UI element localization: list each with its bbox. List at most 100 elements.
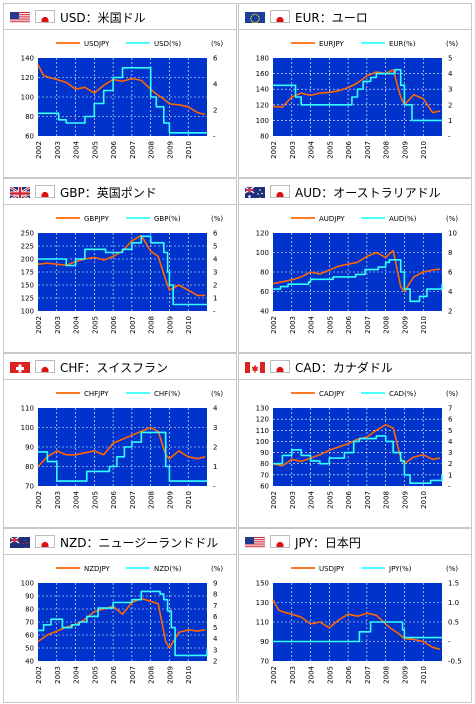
unit-label: (%) xyxy=(211,215,223,223)
x-tick-label: 2007 xyxy=(364,666,372,684)
x-tick-label: 2009 xyxy=(401,491,409,509)
unit-label: (%) xyxy=(211,40,223,48)
us-flag-icon xyxy=(245,537,265,548)
y-right-tick-label: 4 xyxy=(213,81,218,89)
y-right-tick-label: 4 xyxy=(213,635,218,643)
x-tick-label: 2010 xyxy=(420,141,428,159)
y-right-tick-label: 1 xyxy=(448,471,452,479)
y-left-tick-label: 100 xyxy=(21,424,34,432)
y-right-tick-label: 2 xyxy=(213,444,217,452)
y-left-tick-label: 125 xyxy=(21,295,34,303)
y-left-tick-label: 70 xyxy=(260,658,269,666)
legend-label-right: GBP(%) xyxy=(154,215,181,223)
y-right-tick-label: 6 xyxy=(213,230,218,238)
panel-header: USD：米国ドル xyxy=(4,4,236,30)
x-tick-label: 2002 xyxy=(35,141,43,159)
y-left-tick-label: 70 xyxy=(260,471,269,479)
x-tick-label: 2005 xyxy=(91,141,99,159)
y-left-tick-label: 100 xyxy=(21,94,34,102)
panel-header: AUD：オーストラリアドル xyxy=(239,179,471,205)
y-right-tick-label: 7 xyxy=(448,405,452,413)
line-chart: CHFJPY CHF(%) (%) 110 100 90 80 70 4 3 2 1 - 2002 2003… xyxy=(21,390,224,509)
panel-header: EUR：ユーロ xyxy=(239,4,471,30)
y-left-tick-label: 110 xyxy=(256,619,269,627)
line-chart: NZDJPY NZD(%) (%) 100 90 80 70 60 50 40 9 8 7 6 5 4 3 2 20… xyxy=(21,565,224,684)
legend-label-left: NZDJPY xyxy=(84,565,111,573)
series-line-interest-rate xyxy=(273,68,442,122)
x-tick-label: 2009 xyxy=(166,666,174,684)
series-line-interest-rate xyxy=(38,590,208,657)
x-tick-label: 2010 xyxy=(185,141,193,159)
x-tick-label: 2005 xyxy=(326,666,334,684)
y-right-tick-label: 6 xyxy=(213,613,218,621)
y-right-tick-label: 7 xyxy=(213,602,217,610)
y-left-tick-label: 100 xyxy=(256,117,269,125)
y-left-tick-label: 175 xyxy=(21,269,34,277)
japan-flag-icon xyxy=(270,10,290,23)
line-chart: EURJPY EUR(%) (%) 180 160 140 120 100 80 5 4 3 2 1 - 20… xyxy=(256,40,459,159)
y-right-tick-label: 3 xyxy=(213,646,217,654)
us-flag-icon xyxy=(10,10,30,23)
y-left-tick-label: 150 xyxy=(21,282,34,290)
ca-flag-icon xyxy=(245,360,265,373)
x-tick-label: 2006 xyxy=(345,490,353,508)
japan-flag-icon xyxy=(271,15,289,22)
x-tick-label: 2004 xyxy=(73,665,81,683)
y-left-tick-label: 80 xyxy=(260,269,269,277)
y-right-tick-label: 3 xyxy=(448,449,452,457)
eu-flag-icon xyxy=(245,10,265,23)
y-left-tick-label: 140 xyxy=(256,86,269,94)
y-right-tick-label: 3 xyxy=(448,86,452,94)
y-right-tick-label: 2 xyxy=(448,101,452,109)
y-left-tick-label: 80 xyxy=(260,133,269,141)
y-left-tick-label: 80 xyxy=(25,606,34,614)
japan-flag-icon xyxy=(35,360,55,373)
y-left-tick-label: 40 xyxy=(260,308,269,316)
x-tick-label: 2002 xyxy=(270,491,278,509)
y-right-tick-label: 4 xyxy=(213,405,218,413)
x-tick-label: 2003 xyxy=(54,491,62,509)
panel-title: CHF：スイスフラン xyxy=(60,361,168,375)
unit-label: (%) xyxy=(446,215,458,223)
japan-flag-icon xyxy=(35,535,55,548)
y-left-tick-label: 180 xyxy=(256,55,269,63)
x-tick-label: 2007 xyxy=(364,316,372,334)
x-tick-label: 2009 xyxy=(166,141,174,159)
uk-flag-icon xyxy=(10,185,30,198)
unit-label: (%) xyxy=(446,390,458,398)
y-left-tick-label: 100 xyxy=(21,580,34,588)
y-left-tick-label: 40 xyxy=(25,658,34,666)
y-left-tick-label: 60 xyxy=(25,632,34,640)
x-tick-label: 2002 xyxy=(35,316,43,334)
japan-flag-icon xyxy=(36,15,54,22)
y-left-tick-label: 120 xyxy=(256,230,269,238)
y-left-tick-label: 90 xyxy=(260,449,269,457)
y-left-tick-label: 120 xyxy=(256,416,269,424)
unit-label: (%) xyxy=(446,40,458,48)
x-tick-label: 2007 xyxy=(129,666,137,684)
y-right-tick-label: 5 xyxy=(448,55,452,63)
currency-panel: GBP：英国ポンド GBPJPY GBP(%) (%) 250 225 200 175 150 1… xyxy=(3,178,237,353)
currency-panel: CAD：カナダドル CADJPY CAD(%) (%) 130 120 110 100 90 80… xyxy=(238,353,472,528)
y-left-tick-label: 200 xyxy=(21,256,34,264)
series-line-interest-rate xyxy=(38,431,207,482)
x-tick-label: 2006 xyxy=(110,665,118,683)
x-tick-label: 2002 xyxy=(35,666,43,684)
x-tick-label: 2005 xyxy=(326,141,334,159)
y-left-tick-label: 80 xyxy=(260,460,269,468)
x-tick-label: 2008 xyxy=(383,491,391,509)
x-tick-label: 2004 xyxy=(73,140,81,158)
y-left-tick-label: 60 xyxy=(25,133,34,141)
series-line-interest-rate xyxy=(38,235,207,306)
y-left-tick-label: 100 xyxy=(256,438,269,446)
y-left-tick-label: 160 xyxy=(256,70,269,78)
y-right-tick-label: 8 xyxy=(448,249,452,257)
uk-flag-icon xyxy=(10,185,30,198)
x-tick-label: 2008 xyxy=(148,141,156,159)
panel-title: AUD：オーストラリアドル xyxy=(295,186,441,200)
series-line-exchange-rate xyxy=(272,599,441,651)
y-left-tick-label: 120 xyxy=(21,74,34,82)
unit-label: (%) xyxy=(446,565,458,573)
unit-label: (%) xyxy=(211,390,223,398)
